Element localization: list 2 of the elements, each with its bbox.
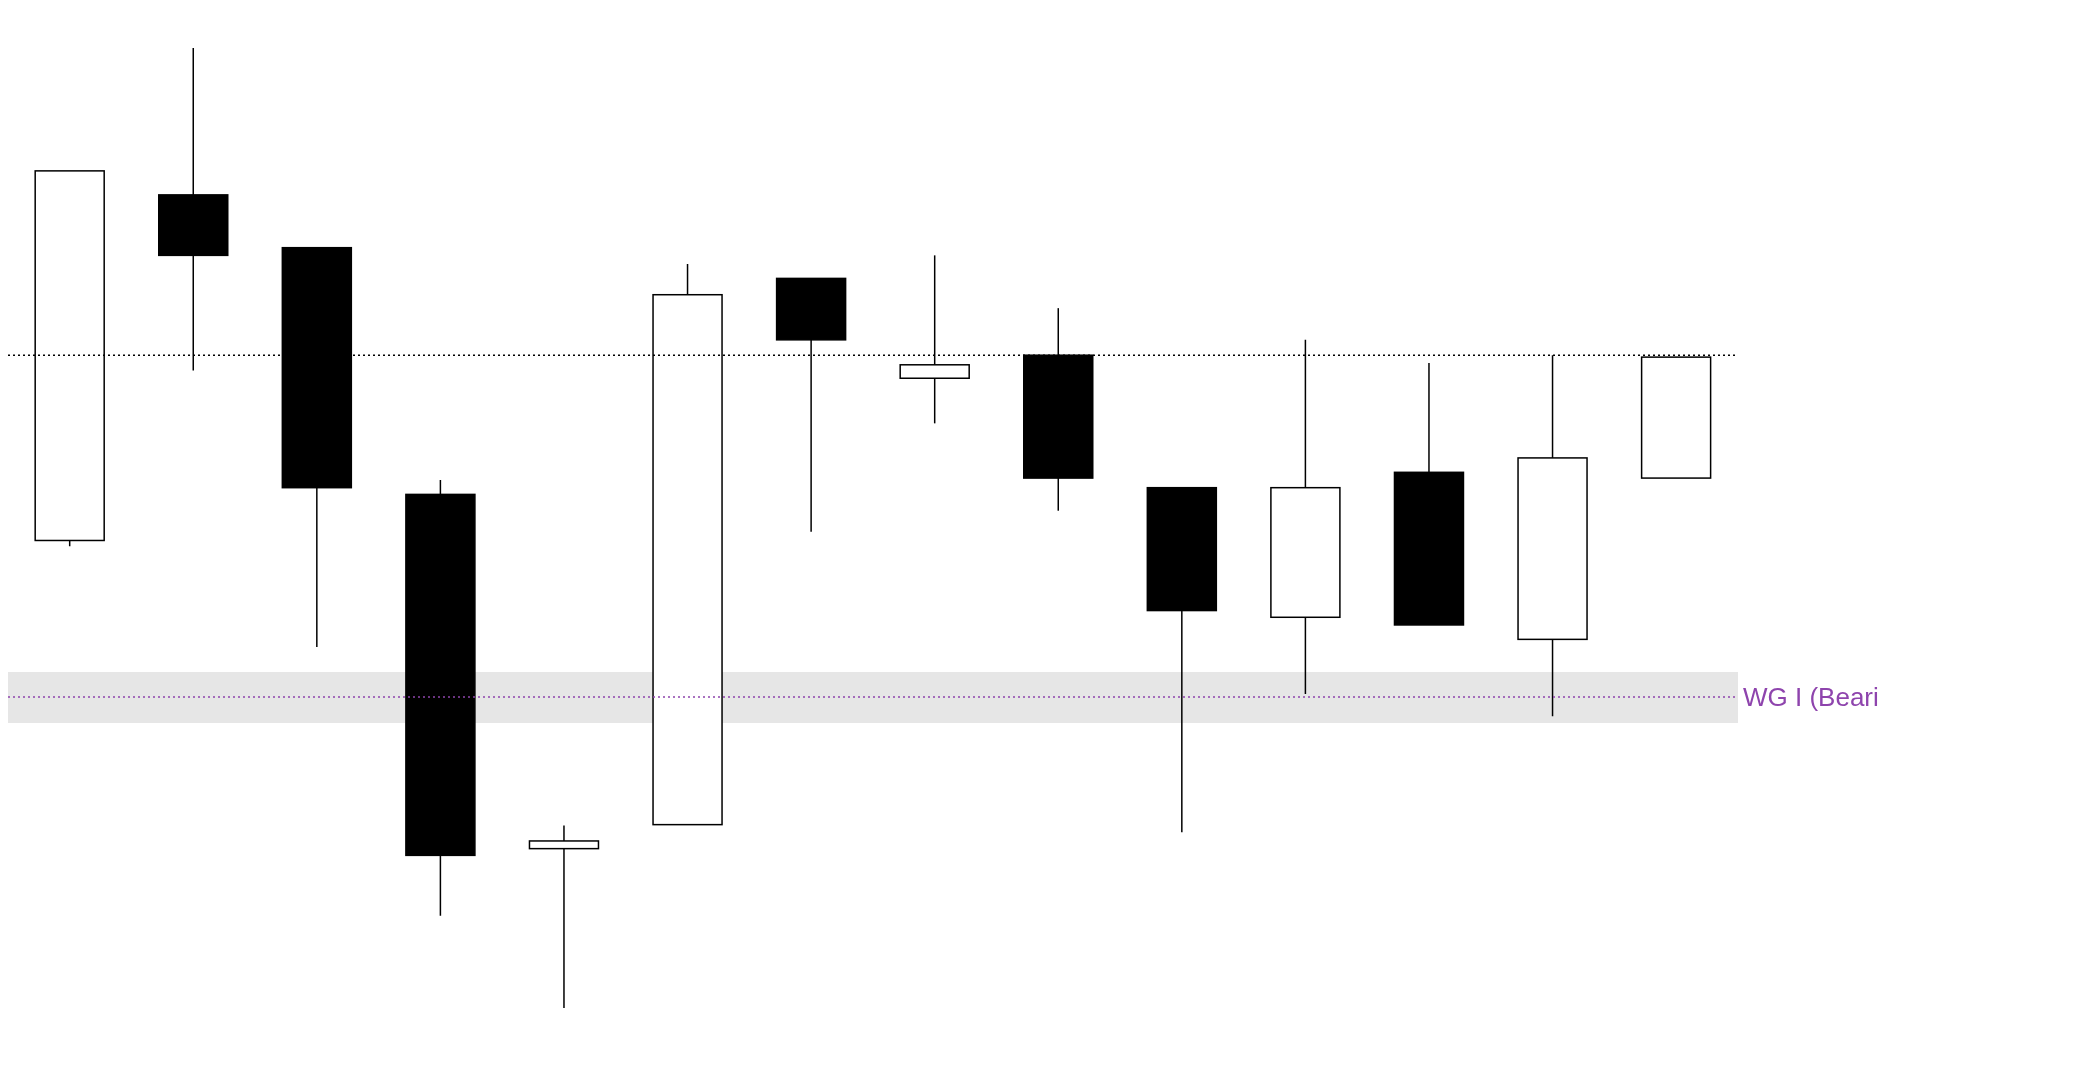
candlestick	[528, 824, 600, 1008]
ref-line-label: WG I (Beari	[1743, 682, 1879, 713]
